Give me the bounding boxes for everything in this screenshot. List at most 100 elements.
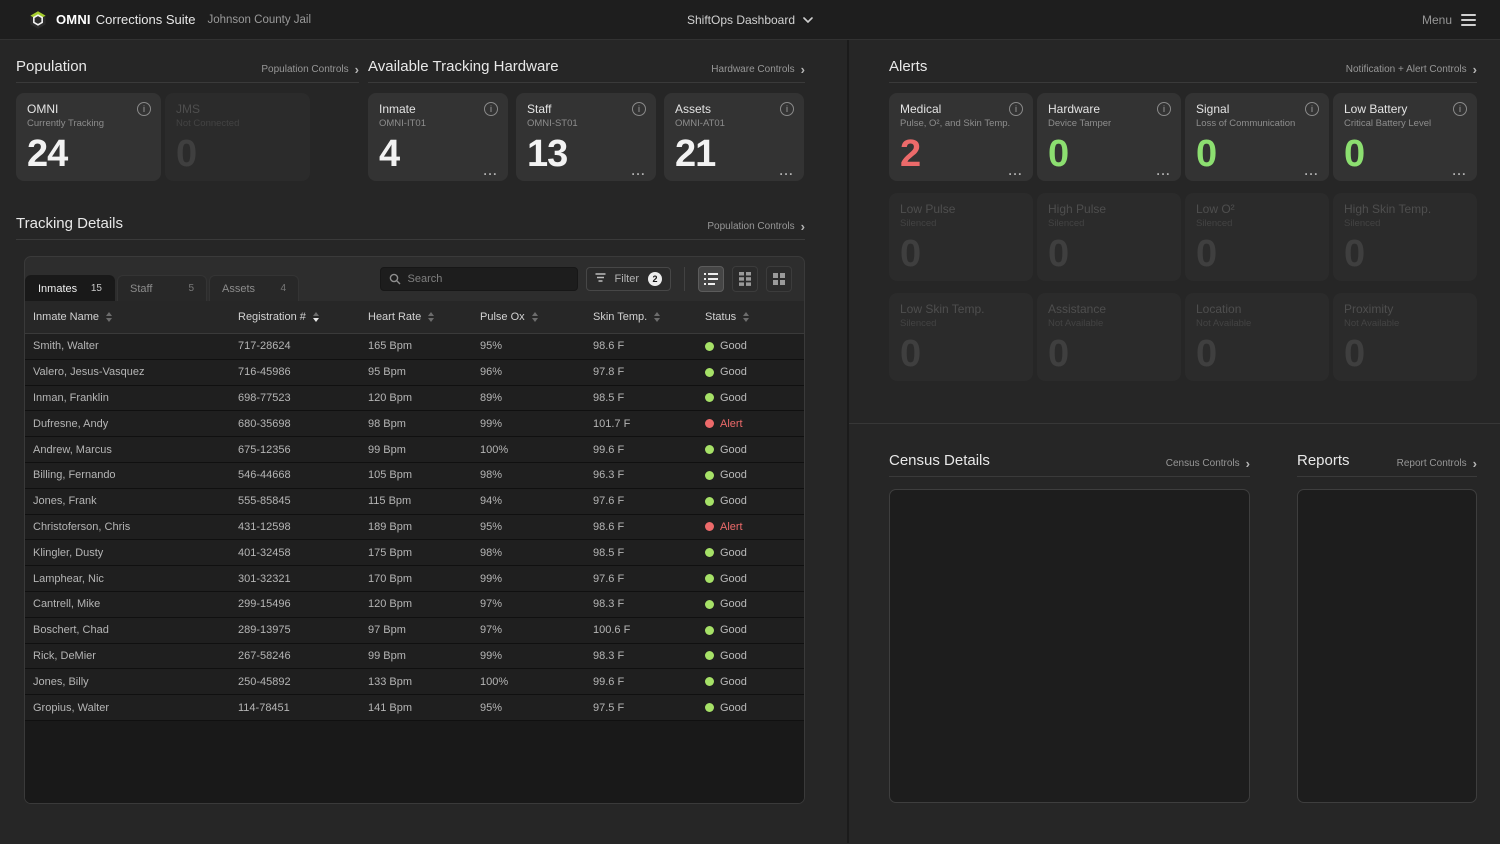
registration-cell: 431-12598 bbox=[238, 520, 291, 533]
signal-alert-count: 0 bbox=[1196, 133, 1217, 175]
pulse-ox-cell: 98% bbox=[480, 546, 503, 559]
info-icon[interactable]: i bbox=[1305, 102, 1319, 116]
skin-temp-cell: 100.6 F bbox=[593, 624, 631, 637]
more-options-icon[interactable]: ... bbox=[1452, 164, 1467, 178]
status-dot-icon bbox=[705, 341, 714, 351]
table-row[interactable]: Smith, Walter 717-28624 165 Bpm 95% 98.6… bbox=[25, 334, 804, 360]
search-input[interactable] bbox=[407, 273, 569, 285]
table-row[interactable]: Lamphear, Nic 301-32321 170 Bpm 99% 97.6… bbox=[25, 566, 804, 592]
tab-inmates[interactable]: Inmates 15 bbox=[25, 275, 115, 301]
skin-temp-cell: 98.5 F bbox=[593, 391, 625, 404]
status-dot-icon bbox=[705, 677, 714, 687]
inmates-table: Inmate Name Registration # Heart Rate Pu… bbox=[25, 301, 804, 803]
inmate-name-cell: Andrew, Marcus bbox=[33, 443, 112, 456]
grid-view-small-button[interactable] bbox=[732, 266, 758, 292]
tracking-controls-link[interactable]: Population Controls › bbox=[707, 218, 805, 234]
census-section: Census Details Census Controls › bbox=[889, 452, 1250, 803]
high-skin-temp-alert-card: High Skin Temp. Silenced 0 bbox=[1333, 193, 1477, 281]
table-row[interactable]: Jones, Frank 555-85845 115 Bpm 94% 97.6 … bbox=[25, 488, 804, 515]
status-dot-icon bbox=[705, 419, 714, 429]
registration-cell: 267-58246 bbox=[238, 649, 291, 662]
table-row[interactable]: Boschert, Chad 289-13975 97 Bpm 97% 100.… bbox=[25, 617, 804, 644]
heart-rate-cell: 141 Bpm bbox=[368, 701, 413, 714]
info-icon[interactable]: i bbox=[1453, 102, 1467, 116]
tab-staff[interactable]: Staff 5 bbox=[117, 275, 207, 301]
col-header-pulse-ox[interactable]: Pulse Ox bbox=[480, 311, 593, 323]
tab-assets-count: 4 bbox=[280, 283, 286, 294]
info-icon[interactable]: i bbox=[137, 102, 151, 116]
alerts-bottom-divider bbox=[849, 423, 1500, 424]
chevron-right-icon: › bbox=[1472, 455, 1477, 471]
brand-name: OMNI bbox=[56, 12, 91, 27]
population-controls-link[interactable]: Population Controls › bbox=[261, 61, 359, 77]
pane-divider bbox=[847, 40, 849, 843]
table-row[interactable]: Inman, Franklin 698-77523 120 Bpm 89% 98… bbox=[25, 385, 804, 412]
table-row[interactable]: Dufresne, Andy 680-35698 98 Bpm 99% 101.… bbox=[25, 411, 804, 438]
jms-card: JMS Not Connected 0 bbox=[165, 93, 310, 181]
more-options-icon[interactable]: ... bbox=[1156, 164, 1171, 178]
col-header-heart-rate[interactable]: Heart Rate bbox=[368, 311, 480, 323]
more-options-icon[interactable]: ... bbox=[779, 164, 794, 178]
heart-rate-cell: 99 Bpm bbox=[368, 443, 406, 456]
table-row[interactable]: Billing, Fernando 546-44668 105 Bpm 98% … bbox=[25, 462, 804, 489]
dashboard-selector[interactable]: ShiftOps Dashboard bbox=[687, 13, 813, 27]
status-cell: Good bbox=[705, 598, 804, 610]
census-title: Census Details bbox=[889, 452, 990, 469]
status-cell: Good bbox=[705, 366, 804, 378]
skin-temp-cell: 98.6 F bbox=[593, 340, 625, 353]
table-row[interactable]: Klingler, Dusty 401-32458 175 Bpm 98% 98… bbox=[25, 540, 804, 567]
more-options-icon[interactable]: ... bbox=[1008, 164, 1023, 178]
skin-temp-cell: 97.6 F bbox=[593, 495, 625, 508]
status-cell: Good bbox=[705, 392, 804, 404]
grid-small-icon bbox=[739, 272, 751, 286]
status-cell: Alert bbox=[705, 418, 804, 430]
grid-large-icon bbox=[773, 273, 785, 285]
signal-alert-card: Signal Loss of Communication 0 i ... bbox=[1185, 93, 1329, 181]
filter-button[interactable]: Filter 2 bbox=[585, 267, 671, 291]
inmate-name-cell: Jones, Billy bbox=[33, 675, 89, 688]
hardware-controls-link[interactable]: Hardware Controls › bbox=[711, 61, 805, 77]
col-header-inmate-name[interactable]: Inmate Name bbox=[33, 311, 238, 323]
registration-cell: 680-35698 bbox=[238, 417, 291, 430]
info-icon[interactable]: i bbox=[780, 102, 794, 116]
tab-assets[interactable]: Assets 4 bbox=[209, 275, 299, 301]
list-view-button[interactable] bbox=[698, 266, 724, 292]
alerts-controls-link[interactable]: Notification + Alert Controls › bbox=[1345, 61, 1477, 77]
menu-label: Menu bbox=[1421, 12, 1452, 27]
info-icon[interactable]: i bbox=[484, 102, 498, 116]
col-header-skin-temp[interactable]: Skin Temp. bbox=[593, 311, 705, 323]
more-options-icon[interactable]: ... bbox=[1304, 164, 1319, 178]
table-row[interactable]: Christoferson, Chris 431-12598 189 Bpm 9… bbox=[25, 514, 804, 541]
heart-rate-cell: 175 Bpm bbox=[368, 546, 413, 559]
table-row[interactable]: Andrew, Marcus 675-12356 99 Bpm 100% 99.… bbox=[25, 437, 804, 463]
registration-cell: 289-13975 bbox=[238, 624, 291, 637]
col-header-registration[interactable]: Registration # bbox=[238, 311, 368, 323]
pulse-ox-cell: 94% bbox=[480, 495, 503, 508]
inmate-name-cell: Boschert, Chad bbox=[33, 624, 109, 637]
table-row[interactable]: Jones, Billy 250-45892 133 Bpm 100% 99.6… bbox=[25, 669, 804, 696]
reports-panel bbox=[1297, 489, 1477, 803]
registration-cell: 299-15496 bbox=[238, 598, 291, 611]
search-box[interactable] bbox=[379, 267, 578, 291]
grid-view-large-button[interactable] bbox=[766, 266, 792, 292]
table-row[interactable]: Valero, Jesus-Vasquez 716-45986 95 Bpm 9… bbox=[25, 359, 804, 386]
tracking-tabs: Inmates 15 Staff 5 Assets 4 bbox=[25, 275, 301, 301]
col-header-status[interactable]: Status bbox=[705, 311, 804, 323]
registration-cell: 301-32321 bbox=[238, 572, 291, 585]
inmate-name-cell: Inman, Franklin bbox=[33, 391, 109, 404]
more-options-icon[interactable]: ... bbox=[483, 164, 498, 178]
info-icon[interactable]: i bbox=[1157, 102, 1171, 116]
menu-button[interactable]: Menu bbox=[1422, 13, 1500, 27]
info-icon[interactable]: i bbox=[632, 102, 646, 116]
inmate-name-cell: Cantrell, Mike bbox=[33, 598, 101, 611]
reports-controls-link[interactable]: Report Controls › bbox=[1396, 455, 1477, 471]
table-row[interactable]: Cantrell, Mike 299-15496 120 Bpm 97% 98.… bbox=[25, 591, 804, 618]
assets-hardware-count: 21 bbox=[675, 133, 716, 175]
inmate-name-cell: Dufresne, Andy bbox=[33, 417, 109, 430]
inmate-name-cell: Smith, Walter bbox=[33, 340, 99, 353]
table-row[interactable]: Gropius, Walter 114-78451 141 Bpm 95% 97… bbox=[25, 695, 804, 721]
more-options-icon[interactable]: ... bbox=[631, 164, 646, 178]
census-controls-link[interactable]: Census Controls › bbox=[1165, 455, 1250, 471]
info-icon[interactable]: i bbox=[1009, 102, 1023, 116]
table-row[interactable]: Rick, DeMier 267-58246 99 Bpm 99% 98.3 F… bbox=[25, 643, 804, 670]
